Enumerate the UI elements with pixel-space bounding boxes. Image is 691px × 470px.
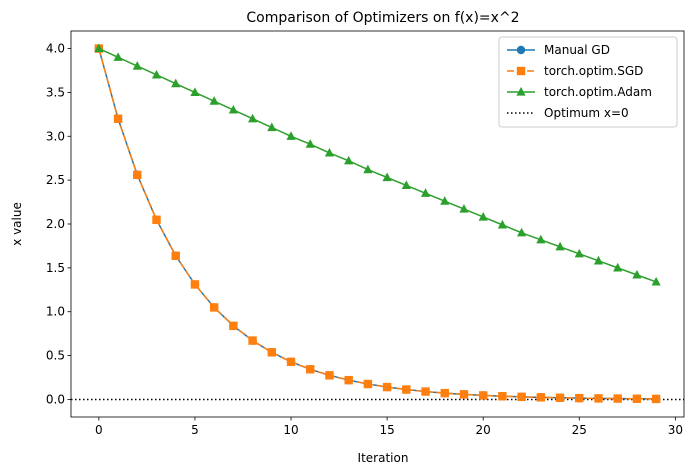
- legend-marker-1: [516, 66, 526, 76]
- series-1-point-14: [363, 379, 373, 389]
- series-1-point-22: [517, 392, 526, 402]
- series-1-point-7: [229, 321, 238, 331]
- y-tick-label-4: 2.0: [46, 217, 65, 231]
- series-1-point-1: [113, 114, 123, 123]
- series-2-point-17: [420, 188, 431, 197]
- x-axis-label: Iteration: [358, 451, 409, 465]
- series-2-point-8: [247, 113, 258, 123]
- series-1-point-24: [555, 393, 565, 402]
- series-1-point-23: [536, 393, 546, 402]
- series-1-point-4: [171, 251, 180, 260]
- legend-label-0: Manual GD: [544, 43, 610, 57]
- legend-box: [498, 36, 678, 128]
- plot-area: 0 5 10 15 20 25 30 0.0 0.5 1.0 1.5 2.0 2.5 3.0 3.5 4.0: [46, 30, 685, 437]
- series-2-point-23: [536, 234, 546, 244]
- x-tick-label-1: 5: [191, 423, 199, 437]
- series-2-point-0: [94, 43, 104, 53]
- chart-title: Comparison of Optimizers on f(x)=x^2: [246, 10, 519, 26]
- series-1-point-6: [209, 303, 219, 312]
- series-2-point-2: [132, 61, 142, 70]
- series-1-point-18: [440, 388, 449, 398]
- y-tick-label-8: 4.0: [46, 42, 65, 56]
- y-tick-label-3: 1.5: [46, 261, 65, 275]
- y-tick-label-6: 3.0: [46, 129, 65, 143]
- series-2-point-21: [497, 219, 508, 229]
- series-2-point-15: [382, 172, 392, 182]
- series-2-point-16: [401, 180, 411, 189]
- series-2-point-20: [478, 211, 488, 221]
- series-2-point-1: [113, 52, 123, 61]
- series-2-point-7: [228, 104, 238, 114]
- series-2-point-28: [632, 269, 642, 279]
- series-1-point-13: [344, 375, 353, 385]
- y-axis-label: x value: [10, 202, 24, 246]
- series-1-point-11: [306, 365, 315, 374]
- series-1-point-20: [478, 391, 488, 400]
- legend-marker-0: [516, 45, 526, 55]
- x-tick-label-3: 15: [379, 423, 394, 437]
- series-1-point-15: [382, 382, 392, 392]
- legend-label-2: torch.optim.Adam: [544, 85, 652, 99]
- series-1-point-5: [190, 280, 200, 289]
- series-1-point-9: [267, 348, 277, 357]
- x-tick-label-5: 25: [572, 423, 587, 437]
- series-2-point-5: [190, 87, 200, 97]
- x-tick-label-0: 0: [95, 423, 103, 437]
- series-2-point-14: [363, 164, 373, 174]
- series-2-point-19: [459, 204, 469, 213]
- series-1-point-2: [133, 170, 142, 180]
- series-2-point-12: [324, 147, 335, 157]
- legend-label-3: Optimum x=0: [544, 106, 629, 120]
- series-1-point-17: [421, 387, 430, 396]
- y-tick-label-1: 0.5: [46, 349, 65, 363]
- series-2-point-25: [574, 248, 584, 258]
- y-tick-label-2: 1.0: [46, 305, 65, 319]
- legend: Manual GD torch.optim.SGD torch.optim.Adam…: [498, 36, 678, 128]
- series-1-point-3: [152, 215, 161, 224]
- legend-label-1: torch.optim.SGD: [544, 64, 643, 78]
- series-1-point-27: [613, 394, 622, 403]
- series-1-point-25: [575, 393, 584, 403]
- series-2-point-24: [555, 241, 565, 251]
- series-1-point-19: [459, 390, 469, 399]
- series-2-point-11: [305, 139, 315, 148]
- series-1-point-28: [632, 394, 642, 403]
- series-2-point-6: [209, 96, 219, 105]
- series-1-point-12: [325, 371, 334, 380]
- series-1-point-16: [402, 385, 411, 394]
- series-2-point-27: [613, 262, 623, 272]
- y-tick-label-7: 3.5: [46, 85, 65, 99]
- series-2-point-29: [651, 276, 661, 286]
- series-1-point-26: [594, 394, 603, 403]
- x-tick-label-6: 30: [668, 423, 683, 437]
- series-2-point-22: [517, 227, 527, 237]
- series-1-point-8: [248, 336, 257, 345]
- series-2-point-10: [286, 131, 296, 140]
- series-2-point-4: [171, 78, 181, 88]
- series-2-point-9: [267, 122, 277, 132]
- x-tick-label-4: 20: [476, 423, 491, 437]
- series-2-point-18: [440, 196, 450, 205]
- series-1-point-29: [651, 394, 661, 404]
- series-line-1: [98, 48, 657, 400]
- x-tick-label-2: 10: [283, 423, 298, 437]
- legend-marker-2: [516, 87, 526, 96]
- series-1-point-21: [498, 392, 507, 401]
- series-2-point-3: [151, 69, 162, 79]
- series-2-point-13: [344, 155, 354, 165]
- series-2-point-26: [593, 255, 604, 265]
- y-tick-label-5: 2.5: [46, 173, 65, 187]
- y-tick-label-0: 0.0: [46, 392, 65, 406]
- series-1-point-10: [286, 357, 296, 367]
